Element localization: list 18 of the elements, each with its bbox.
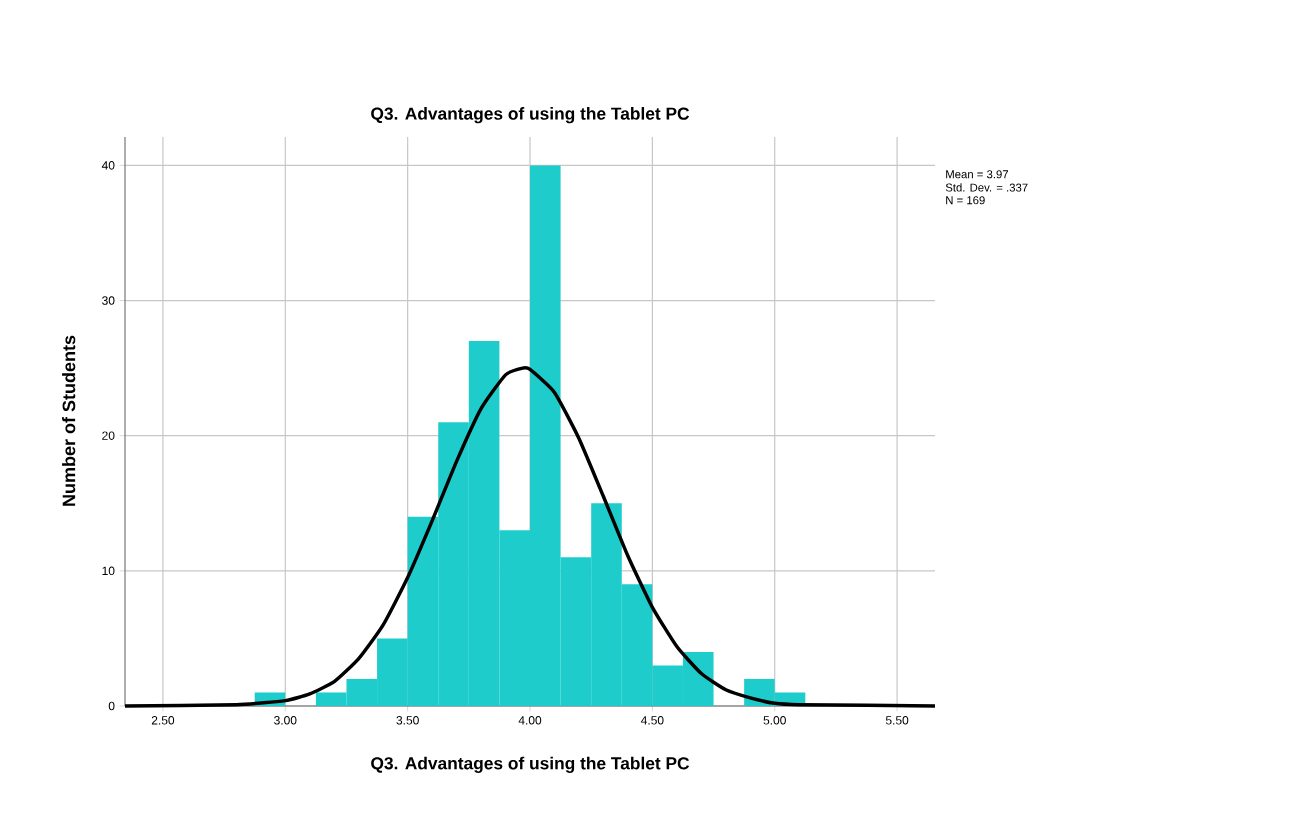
x-tick-label: 4.50 <box>640 716 664 725</box>
y-axis-title: Number of Students <box>62 335 76 506</box>
y-tick-label: 20 <box>102 431 115 440</box>
y-tick-label: 30 <box>102 296 115 305</box>
x-tick-label: 3.00 <box>274 716 297 725</box>
x-tick-label: 3.50 <box>396 716 419 725</box>
text: N = 169 <box>946 196 985 205</box>
chart-title: Q3. Advantages of using the Tablet PC <box>371 107 690 124</box>
x-tick-label: 4.00 <box>518 716 542 725</box>
x-tick-label: 5.50 <box>885 716 909 725</box>
x-axis-title: Q3. Advantages of using the Tablet PC <box>371 756 690 773</box>
text: Std. Dev. = .337 <box>945 183 1028 192</box>
y-tick-label: 10 <box>102 566 115 576</box>
y-tick-label: 40 <box>101 161 115 170</box>
text: Mean = 3.97 <box>946 170 1009 179</box>
x-tick-label: 5.00 <box>763 716 786 725</box>
y-tick-label: 0 <box>108 701 115 711</box>
x-tick-label: 2.50 <box>151 716 175 725</box>
